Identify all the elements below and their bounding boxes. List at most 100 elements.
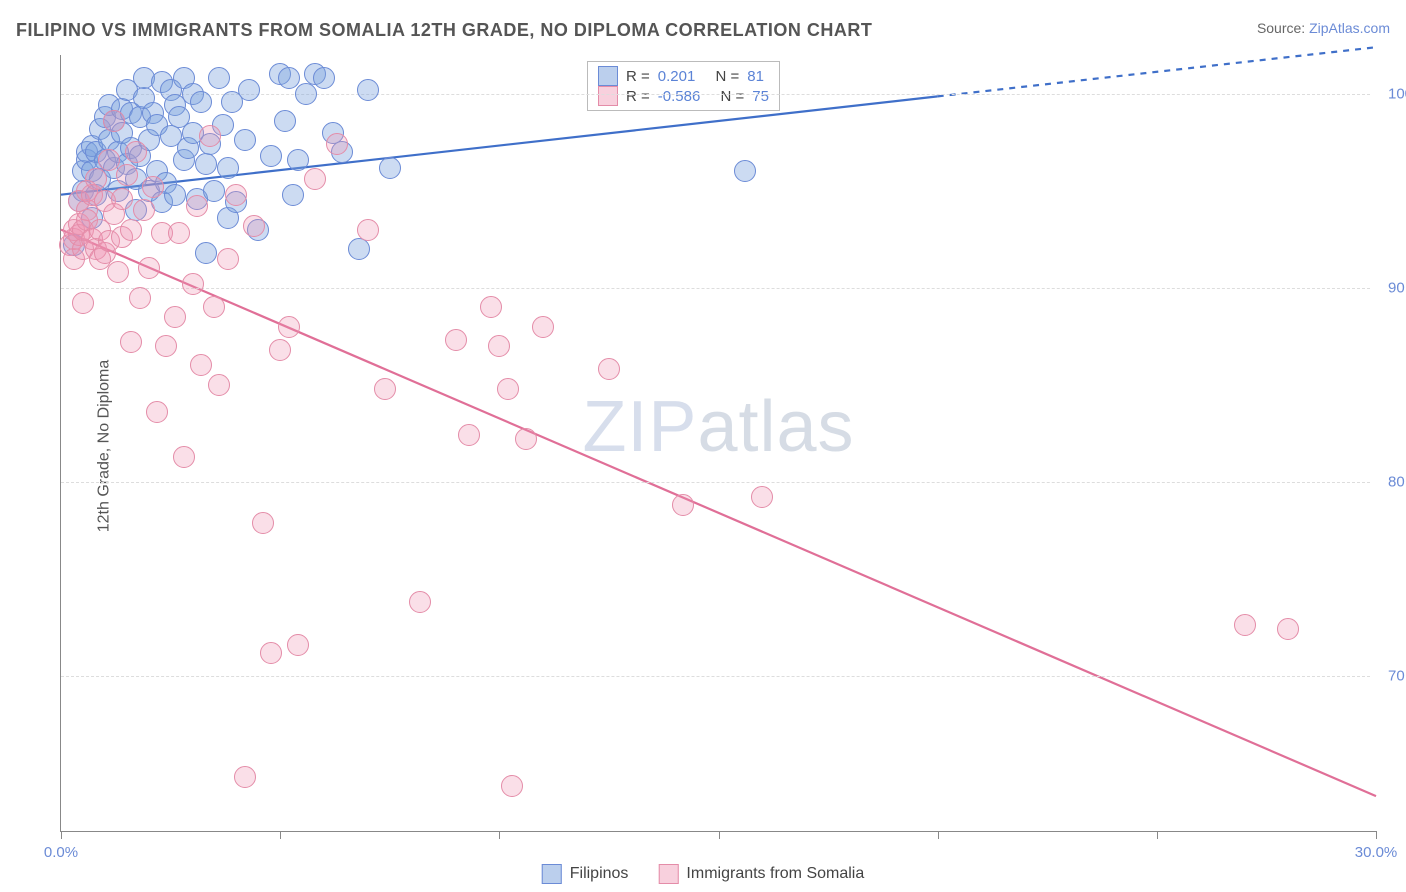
swatch-blue-icon [598,66,618,86]
stats-n-label: N = [720,88,744,105]
data-point-pink [146,401,168,423]
swatch-blue-icon [542,864,562,884]
data-point-pink [1234,614,1256,636]
x-tick [61,831,62,839]
data-point-blue [379,157,401,179]
data-point-pink [501,775,523,797]
x-tick [719,831,720,839]
legend: Filipinos Immigrants from Somalia [542,864,865,884]
stats-r-label: R = [626,88,650,105]
swatch-pink-icon [658,864,678,884]
data-point-pink [252,512,274,534]
data-point-pink [120,331,142,353]
y-tick-label: 100.0% [1380,85,1406,102]
data-point-blue [195,242,217,264]
data-point-pink [515,428,537,450]
data-point-blue [287,149,309,171]
data-point-pink [445,329,467,351]
data-point-pink [243,215,265,237]
data-point-blue [260,145,282,167]
data-point-blue [217,157,239,179]
data-point-pink [186,195,208,217]
data-point-pink [672,494,694,516]
data-point-pink [1277,618,1299,640]
data-point-pink [260,642,282,664]
stats-n-label: N = [715,68,739,85]
data-point-pink [458,424,480,446]
x-tick-label: 0.0% [44,844,78,861]
data-point-pink [129,287,151,309]
data-point-pink [532,316,554,338]
data-point-pink [409,591,431,613]
gridline [61,676,1370,677]
data-point-pink [168,222,190,244]
legend-label-blue: Filipinos [570,865,629,883]
data-point-blue [734,160,756,182]
data-point-pink [199,125,221,147]
data-point-pink [173,446,195,468]
data-point-pink [357,219,379,241]
data-point-pink [304,168,326,190]
stats-n-value-pink: 75 [752,88,769,105]
data-point-pink [107,261,129,283]
x-tick-label: 30.0% [1355,844,1398,861]
trend-line-dashed-blue [938,47,1376,96]
data-point-pink [164,306,186,328]
legend-label-pink: Immigrants from Somalia [686,865,864,883]
data-point-pink [120,219,142,241]
data-point-pink [103,110,125,132]
data-point-pink [142,176,164,198]
data-point-pink [85,168,107,190]
data-point-blue [164,184,186,206]
data-point-blue [348,238,370,260]
data-point-pink [133,199,155,221]
data-point-pink [278,316,300,338]
gridline [61,288,1370,289]
data-point-pink [98,149,120,171]
data-point-pink [598,358,620,380]
data-point-pink [208,374,230,396]
x-tick [1376,831,1377,839]
gridline [61,482,1370,483]
data-point-pink [190,354,212,376]
y-tick-label: 70.0% [1380,667,1406,684]
data-point-pink [234,766,256,788]
data-point-pink [111,188,133,210]
data-point-pink [72,292,94,314]
data-point-blue [282,184,304,206]
data-point-pink [480,296,502,318]
legend-item-blue: Filipinos [542,864,629,884]
data-point-pink [125,141,147,163]
stats-r-label: R = [626,68,650,85]
data-point-blue [238,79,260,101]
data-point-blue [195,153,217,175]
stats-r-value-pink: -0.586 [658,88,701,105]
y-tick-label: 80.0% [1380,473,1406,490]
source-attribution: Source: ZipAtlas.com [1257,20,1390,36]
data-point-pink [225,184,247,206]
data-point-pink [203,296,225,318]
source-link[interactable]: ZipAtlas.com [1309,20,1390,36]
data-point-pink [116,164,138,186]
data-point-blue [234,129,256,151]
data-point-blue [278,67,300,89]
x-tick [1157,831,1158,839]
data-point-pink [269,339,291,361]
data-point-blue [295,83,317,105]
data-point-pink [497,378,519,400]
legend-item-pink: Immigrants from Somalia [658,864,864,884]
stats-row-blue: R = 0.201 N = 81 [598,66,769,86]
x-tick [499,831,500,839]
swatch-pink-icon [598,86,618,106]
trend-lines-layer [61,55,1376,831]
y-tick-label: 90.0% [1380,279,1406,296]
data-point-pink [488,335,510,357]
data-point-pink [155,335,177,357]
stats-row-pink: R = -0.586 N = 75 [598,86,769,106]
data-point-blue [208,67,230,89]
source-prefix: Source: [1257,20,1309,36]
data-point-blue [313,67,335,89]
chart-title: FILIPINO VS IMMIGRANTS FROM SOMALIA 12TH… [16,20,872,41]
x-tick [938,831,939,839]
data-point-pink [182,273,204,295]
